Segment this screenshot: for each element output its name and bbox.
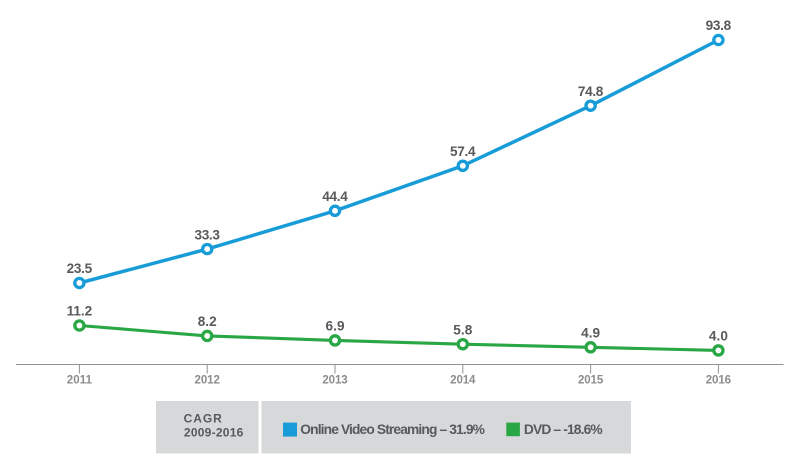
svg-text:6.9: 6.9 — [326, 319, 345, 334]
svg-text:2014: 2014 — [450, 375, 476, 387]
svg-text:CAGR: CAGR — [184, 411, 223, 425]
svg-text:DVD – -18.6%: DVD – -18.6% — [524, 422, 603, 437]
svg-text:93.8: 93.8 — [706, 18, 732, 33]
svg-text:2011: 2011 — [67, 375, 93, 387]
svg-text:8.2: 8.2 — [198, 314, 217, 329]
svg-text:2012: 2012 — [195, 375, 220, 387]
svg-text:5.8: 5.8 — [453, 322, 472, 337]
svg-text:2009-2016: 2009-2016 — [184, 425, 244, 439]
svg-text:44.4: 44.4 — [322, 189, 348, 204]
svg-text:57.4: 57.4 — [450, 144, 476, 159]
svg-text:33.3: 33.3 — [194, 227, 220, 242]
svg-text:4.0: 4.0 — [709, 329, 728, 344]
svg-text:11.2: 11.2 — [67, 304, 93, 319]
svg-text:4.9: 4.9 — [581, 326, 600, 341]
svg-text:74.8: 74.8 — [578, 84, 604, 99]
svg-text:23.5: 23.5 — [67, 261, 93, 276]
svg-text:Online Video Streaming – 31.9%: Online Video Streaming – 31.9% — [300, 422, 485, 437]
svg-text:2015: 2015 — [578, 375, 604, 387]
svg-text:2016: 2016 — [706, 375, 731, 387]
svg-text:2013: 2013 — [322, 375, 347, 387]
